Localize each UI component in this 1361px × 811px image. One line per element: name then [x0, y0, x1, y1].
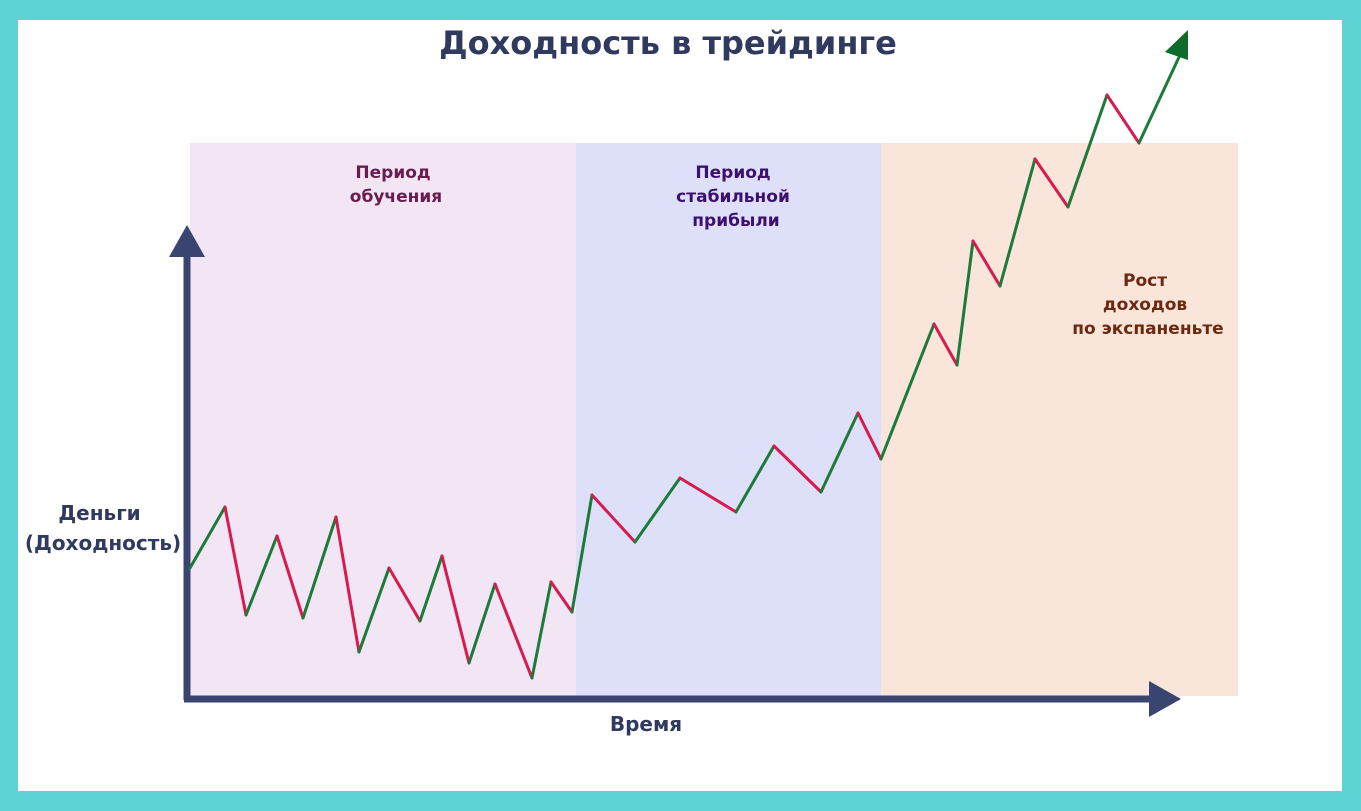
trading-returns-diagram: Период обучения Период стабильной прибыл…	[25, 24, 1238, 736]
zigzag-up-segment	[734, 444, 776, 514]
zigzag-up-segment	[1066, 93, 1109, 209]
zigzag-down-segment	[1105, 93, 1141, 145]
zigzag-up-segment	[188, 505, 227, 570]
zigzag-down-segment	[678, 476, 738, 514]
growth-arrow-icon	[1165, 30, 1188, 60]
zigzag-up-segment	[301, 515, 338, 620]
zigzag-down-segment	[1033, 157, 1070, 209]
zigzag-up-segment	[955, 239, 975, 367]
x-axis-arrow-icon	[1149, 681, 1181, 717]
zigzag-down-segment	[493, 582, 534, 680]
zone-learning-bg	[190, 143, 576, 696]
zigzag-down-segment	[772, 444, 823, 494]
zone-growth-bg	[881, 143, 1238, 696]
zigzag-up-segment	[467, 582, 497, 665]
zigzag-up-segment	[418, 554, 444, 623]
zigzag-up-segment	[1137, 53, 1182, 145]
zigzag-down-segment	[275, 534, 305, 620]
zone-learning-label: Период обучения	[350, 163, 442, 207]
zigzag-up-segment	[819, 411, 860, 494]
zigzag-down-segment	[971, 239, 1002, 288]
zone-stable-label: Период стабильной прибыли	[676, 163, 796, 231]
zigzag-down-segment	[223, 505, 248, 617]
diagram-title: Доходность в трейдинге	[439, 24, 897, 62]
zigzag-down-segment	[932, 322, 959, 367]
zigzag-up-segment	[998, 157, 1037, 288]
y-axis-arrow-icon	[169, 225, 205, 257]
profit-zigzag-line	[188, 53, 1182, 680]
zone-stable-bg	[576, 143, 881, 696]
zigzag-down-segment	[334, 515, 361, 654]
zone-growth-label: Рост доходов по экспаненьте	[1072, 271, 1223, 339]
diagram-frame: Период обучения Период стабильной прибыл…	[18, 20, 1342, 791]
zigzag-down-segment	[856, 411, 883, 461]
zigzag-up-segment	[530, 580, 553, 680]
zigzag-down-segment	[387, 566, 422, 623]
zigzag-up-segment	[879, 322, 936, 461]
zigzag-up-segment	[633, 476, 682, 544]
zigzag-down-segment	[549, 580, 574, 614]
zigzag-up-segment	[357, 566, 391, 654]
zigzag-down-segment	[590, 493, 637, 544]
zigzag-down-segment	[440, 554, 471, 665]
y-axis-label: Деньги (Доходность)	[25, 501, 181, 555]
x-axis-label: Время	[610, 712, 682, 736]
zigzag-up-segment	[570, 493, 594, 614]
zigzag-up-segment	[244, 534, 279, 617]
